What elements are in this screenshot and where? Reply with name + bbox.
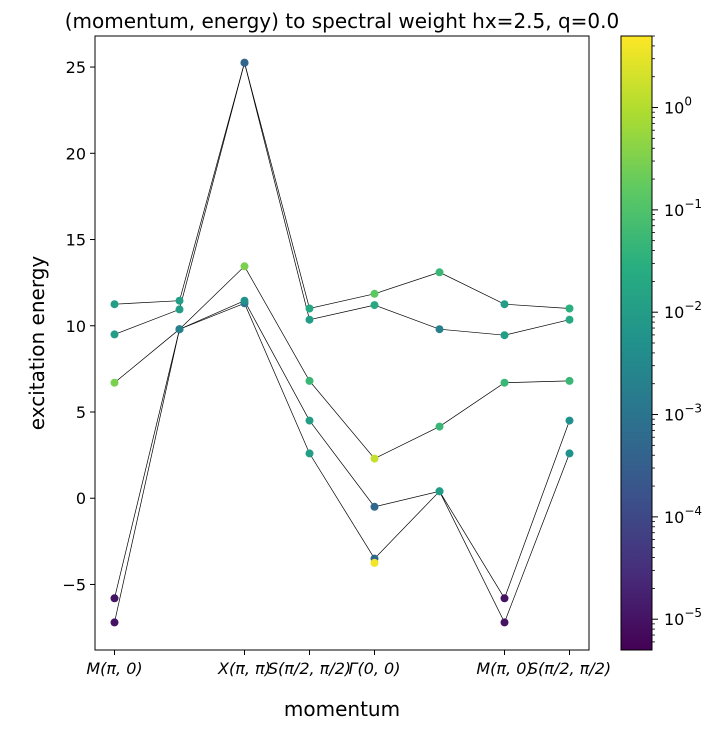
data-point [370,558,379,567]
data-point [175,325,184,334]
colorbar [620,35,653,651]
colorbar-tick-label: 10−1 [664,197,702,220]
plot-frame [94,35,590,651]
data-point [370,502,379,511]
x-tick-label: S(π/2, π/2) [268,659,351,678]
data-point [240,296,249,305]
data-point [305,416,314,425]
data-point [435,422,444,431]
x-tick-label: M(π, 0) [476,659,532,678]
data-point [565,449,574,458]
data-point [370,301,379,310]
series-line-2 [114,62,570,336]
data-point [305,304,314,313]
colorbar-tick-label: 10−4 [664,504,702,527]
chart-title: (momentum, energy) to spectral weight hx… [65,9,619,33]
data-point [305,449,314,458]
y-tick-label: 0 [76,489,86,508]
data-point [175,296,184,305]
data-point [565,376,574,385]
y-tick-label: 5 [76,403,86,422]
data-point [500,300,509,309]
colorbar-tick-label: 10−3 [664,402,702,425]
data-point [500,594,509,603]
colorbar-tick-label: 100 [664,95,692,118]
data-point [565,416,574,425]
data-point [110,300,119,309]
series-line-1 [114,61,570,309]
data-point [175,305,184,314]
x-tick-label: Γ(0, 0) [349,659,401,678]
x-tick-label: X(π, π) [217,659,271,678]
series-line-4 [114,300,570,600]
data-point [370,289,379,298]
data-point [435,325,444,334]
x-tick-label: S(π/2, π/2) [528,659,611,678]
data-point [110,594,119,603]
data-point [500,618,509,627]
y-axis-label: excitation energy [25,256,49,431]
colorbar-tick-label: 10−2 [664,299,702,322]
y-tick-label: 25 [66,58,86,77]
data-point [435,268,444,277]
data-point [305,315,314,324]
y-tick-label: 20 [66,144,86,163]
colorbar-tick-label: 10−5 [664,606,702,629]
data-point [370,454,379,463]
y-tick-label: 10 [66,317,86,336]
data-point [240,262,249,271]
data-point [500,378,509,387]
colorbar-ticks: 10−5 10−4 10−3 10−2 10−1 100 [652,35,702,643]
data-point [435,487,444,496]
data-point [240,58,249,67]
data-point [110,330,119,339]
data-point [110,378,119,387]
series-line-3 [114,265,570,460]
series-line-5 [114,302,570,624]
data-point [565,304,574,313]
x-axis-label: momentum [284,697,400,721]
y-tick-label: −5 [62,575,86,594]
x-tick-label: M(π, 0) [86,659,142,678]
data-point [500,331,509,340]
data-point [110,618,119,627]
y-tick-label: 15 [66,231,86,250]
data-point [305,376,314,385]
data-point [565,315,574,324]
